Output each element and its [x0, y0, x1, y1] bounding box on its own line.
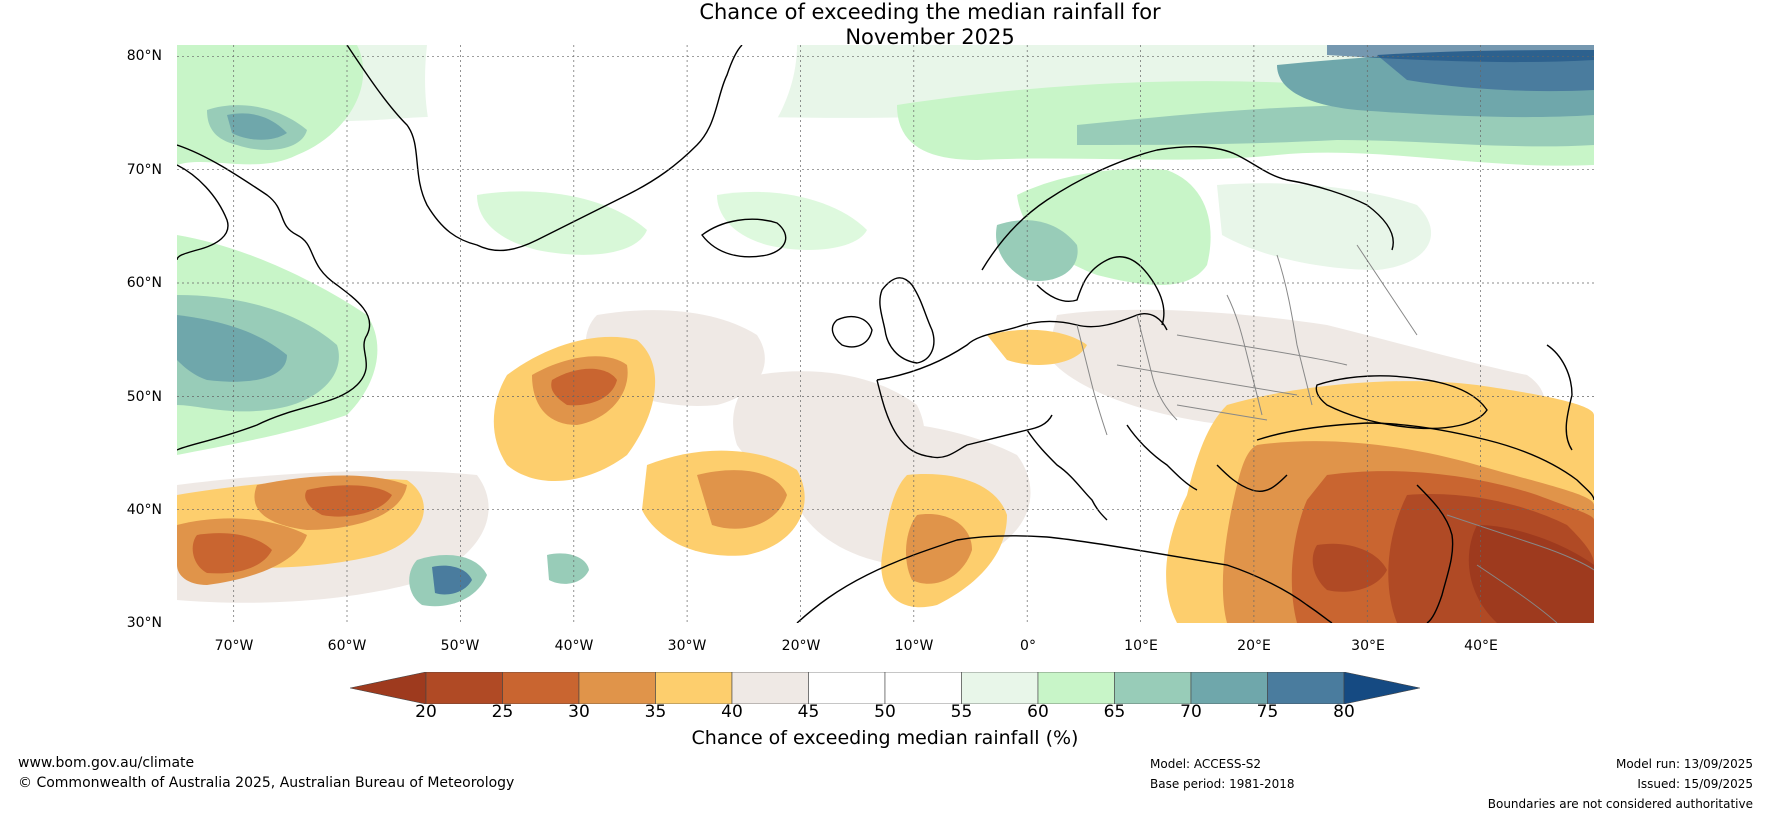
- colorbar-bin: [578, 672, 656, 704]
- colorbar-tick-label: 75: [1256, 702, 1279, 722]
- issued-label: Issued: 15/09/2025: [1637, 777, 1753, 791]
- copyright-text: © Commonwealth of Australia 2025, Austra…: [18, 775, 515, 791]
- colorbar: [350, 672, 1420, 704]
- lon-tick-60w: 60°W: [327, 638, 367, 654]
- lon-tick-70w: 70°W: [214, 638, 254, 654]
- colorbar-tick-label: 55: [950, 702, 973, 722]
- colorbar-bin: [425, 672, 503, 704]
- colorbar-tick-label: 80: [1333, 702, 1355, 722]
- colorbar-tick-label: 50: [874, 702, 896, 722]
- colorbar-tick-label: 30: [568, 702, 590, 722]
- colorbar-bin: [884, 672, 962, 704]
- model-label: Model: ACCESS-S2: [1150, 757, 1262, 771]
- rainfall-probability-map: [177, 45, 1594, 623]
- website-link[interactable]: www.bom.gov.au/climate: [18, 755, 195, 771]
- colorbar-bin: [502, 672, 580, 704]
- lon-tick-40e: 40°E: [1464, 638, 1498, 654]
- colorbar-tick-label: 35: [644, 702, 667, 722]
- map-svg: [177, 45, 1594, 623]
- lat-tick-60n: 60°N: [126, 275, 162, 291]
- lon-tick-10w: 10°W: [894, 638, 934, 654]
- colorbar-bin: [808, 672, 886, 704]
- border-layer: [1076, 244, 1594, 623]
- colorbar-extend-low: [350, 672, 427, 704]
- colorbar-tick-label: 65: [1103, 702, 1126, 722]
- lon-tick-50w: 50°W: [440, 638, 480, 654]
- lon-tick-20w: 20°W: [781, 638, 821, 654]
- colorbar-tick-label: 60: [1027, 702, 1049, 722]
- colorbar-tick-label: 25: [491, 702, 514, 722]
- colorbar-bin: [655, 672, 733, 704]
- colorbar-tick-label: 40: [721, 702, 743, 722]
- title-line-1: Chance of exceeding the median rainfall …: [699, 0, 1161, 24]
- probability-fill-layer: [177, 45, 1594, 623]
- colorbar-bin: [1114, 672, 1192, 704]
- lon-tick-40w: 40°W: [554, 638, 594, 654]
- model-run-label: Model run: 13/09/2025: [1615, 757, 1753, 771]
- colorbar-bin: [731, 672, 809, 704]
- lat-tick-40n: 40°N: [126, 501, 162, 518]
- base-period-label: Base period: 1981-2018: [1150, 777, 1295, 791]
- colorbar-extend-high: [1343, 672, 1420, 704]
- lon-tick-20e: 20°E: [1237, 638, 1271, 654]
- colorbar-bin: [1037, 672, 1115, 704]
- colorbar-bin: [1267, 672, 1345, 704]
- lon-tick-30e: 30°E: [1351, 638, 1385, 654]
- colorbar-tick-label: 45: [797, 702, 820, 722]
- coastline-layer: [177, 45, 1594, 623]
- colorbar-bin: [961, 672, 1039, 704]
- lon-tick-10e: 10°E: [1124, 638, 1158, 654]
- chart-title: Chance of exceeding the median rainfall …: [0, 0, 1770, 50]
- colorbar-tick-label: 70: [1180, 702, 1202, 722]
- lat-tick-30n: 30°N: [126, 615, 162, 631]
- lat-tick-70n: 70°N: [126, 161, 162, 178]
- colorbar-tick-label: 20: [415, 702, 437, 722]
- lat-tick-50n: 50°N: [126, 388, 162, 405]
- colorbar-bin: [1190, 672, 1268, 704]
- lon-tick-0: 0°: [1020, 638, 1036, 654]
- colorbar-title: Chance of exceeding median rainfall (%): [691, 727, 1079, 749]
- boundaries-note: Boundaries are not considered authoritat…: [1487, 797, 1753, 811]
- graticule: [177, 45, 1594, 623]
- lon-tick-30w: 30°W: [667, 638, 707, 654]
- lat-tick-80n: 80°N: [126, 48, 162, 64]
